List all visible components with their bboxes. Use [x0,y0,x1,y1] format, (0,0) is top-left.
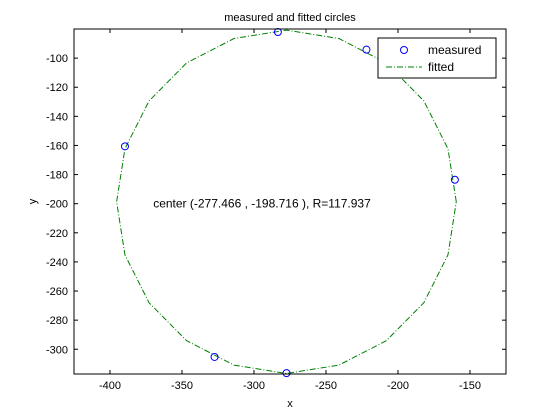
axes-frame [73,28,507,375]
x-tick-label-3: -250 [315,380,337,392]
y-tick-label-9: -280 [46,315,68,327]
legend-entry-measured: measured [428,43,481,57]
x-tick-label-5: -150 [459,380,481,392]
y-tick-label-1: -120 [46,82,68,94]
y-tick-label-10: -300 [46,344,68,356]
measured-point-5 [282,369,291,378]
y-tick-label-4: -180 [46,170,68,182]
circle-fit-annotation: center (-277.466 , -198.716 ), R=117.937 [153,197,371,211]
measured-point-3 [450,175,459,184]
fitted-circle-line [116,29,457,374]
y-tick-label-0: -100 [46,53,68,65]
chart-title: measured and fitted circles [224,12,356,24]
y-axis-label: y [27,198,39,204]
legend-entry-fitted: fitted [428,60,454,74]
ticks-group: -400 -350 -300 -250 -200 -150 -100 -120 -140 -160… [46,29,506,392]
y-tick-label-3: -160 [46,140,68,152]
x-tick-label-4: -200 [387,380,409,392]
y-tick-label-6: -220 [46,228,68,240]
legend: measured fitted [377,37,497,79]
y-tick-label-8: -260 [46,286,68,298]
y-tick-label-2: -140 [46,111,68,123]
legend-box [377,37,497,79]
legend-marker-measured [400,46,408,54]
x-tick-label-0: -400 [99,380,121,392]
measured-point-2 [120,142,129,151]
measured-point-4 [210,352,219,361]
measured-point-1 [362,45,371,54]
x-tick-label-2: -300 [243,380,265,392]
y-tick-label-7: -240 [46,257,68,269]
y-tick-label-5: -200 [46,199,68,211]
x-axis-label: x [287,398,293,410]
x-tick-label-1: -350 [171,380,193,392]
chart-marks [116,28,459,378]
axes-background [74,29,506,374]
